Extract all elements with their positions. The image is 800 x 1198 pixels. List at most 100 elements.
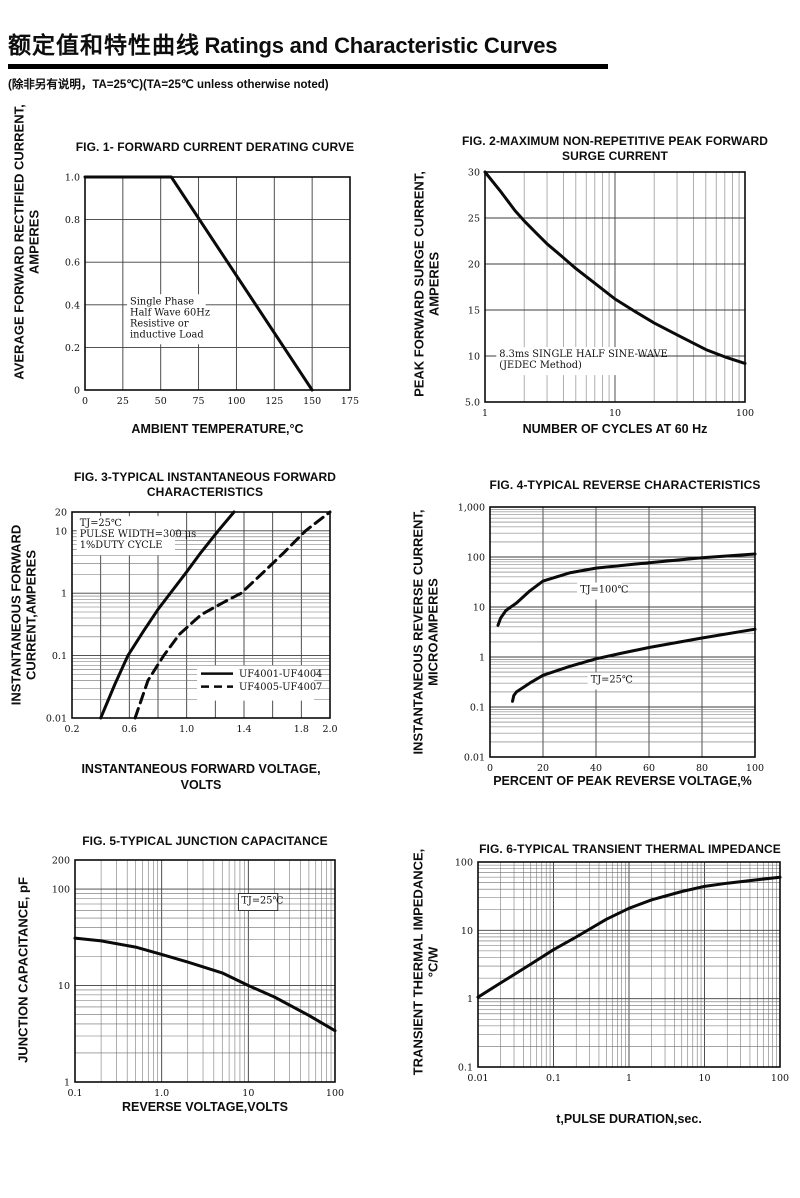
svg-text:1%DUTY CYCLE: 1%DUTY CYCLE [80,540,163,551]
svg-text:0: 0 [74,386,80,397]
svg-text:(JEDEC Method): (JEDEC Method) [499,360,582,371]
svg-text:0.2: 0.2 [64,724,79,735]
svg-text:5.0: 5.0 [465,398,480,409]
svg-text:1: 1 [61,589,67,600]
svg-text:20: 20 [537,763,549,774]
fig3-chart: 0.01 0.1 1 10 20 0.2 0.6 1.0 1.4 1.8 2.0 TJ=25℃PULS… [46,508,338,736]
svg-text:100: 100 [771,1073,789,1084]
charts-grid: FIG. 1- FORWARD CURRENT DERATING CURVE A… [0,92,800,1180]
svg-text:175: 175 [341,396,359,407]
svg-text:15: 15 [468,306,480,317]
svg-text:UF4001-UF4004: UF4001-UF4004 [239,669,322,680]
fig5-chart: 1 10 100 200 0.1 1.0 10 100 TJ=25℃ [52,856,344,1100]
svg-text:25: 25 [117,396,129,407]
svg-text:10: 10 [55,526,67,537]
svg-text:0.1: 0.1 [546,1073,561,1084]
svg-text:Resistive or: Resistive or [130,318,189,329]
svg-text:100: 100 [455,858,473,869]
fig3-title: FIG. 3-TYPICAL INSTANTANEOUS FORWARD CHA… [73,470,337,499]
svg-text:0.01: 0.01 [464,753,485,764]
svg-text:1: 1 [482,408,488,419]
svg-text:PULSE WIDTH=300 μs: PULSE WIDTH=300 μs [80,529,196,540]
fig5-panel: FIG. 5-TYPICAL JUNCTION CAPACITANCE JUNC… [0,822,400,1180]
fig4-chart: 0.01 0.1 1 10 100 1,000 0 20 40 60 80 100 TJ=100℃ TJ=… [458,503,764,775]
svg-text:0.1: 0.1 [67,1088,82,1099]
svg-text:75: 75 [193,396,205,407]
svg-text:100: 100 [326,1088,344,1099]
fig4-y-axis-label: INSTANTANEOUS REVERSE CURRENT, MICROAMPE… [410,509,440,755]
svg-text:125: 125 [265,396,283,407]
svg-text:150: 150 [303,396,321,407]
fig6-x-axis-label: t,PULSE DURATION,sec. [556,1112,702,1126]
fig1-x-axis-label: AMBIENT TEMPERATURE,°C [131,422,304,436]
fig4-title: FIG. 4-TYPICAL REVERSE CHARACTERISTICS [489,478,761,492]
fig1-y-axis-label: AVERAGE FORWARD RECTIFIED CURRENT, AMPER… [11,104,41,380]
page-title-chinese: 额定值和特性曲线 [8,32,200,58]
svg-text:0.01: 0.01 [46,714,67,725]
svg-text:10: 10 [242,1088,254,1099]
svg-text:Half Wave 60Hz: Half Wave 60Hz [130,307,210,318]
svg-text:0.2: 0.2 [65,343,80,354]
fig6-panel: FIG. 6-TYPICAL TRANSIENT THERMAL IMPEDAN… [400,822,800,1180]
fig2-panel: FIG. 2-MAXIMUM NON-REPETITIVE PEAK FORWA… [400,92,800,452]
fig5-title: FIG. 5-TYPICAL JUNCTION CAPACITANCE [82,834,328,848]
svg-text:Single Phase: Single Phase [130,296,194,307]
svg-text:1.0: 1.0 [65,173,80,184]
svg-text:1.8: 1.8 [294,724,309,735]
svg-text:1: 1 [626,1073,632,1084]
svg-text:TJ=25℃: TJ=25℃ [80,518,122,529]
page-title: 额定值和特性曲线 Ratings and Characteristic Curv… [8,26,608,69]
page-header: 额定值和特性曲线 Ratings and Characteristic Curv… [0,0,800,92]
svg-text:0.4: 0.4 [65,300,80,311]
svg-text:TJ=25℃: TJ=25℃ [591,675,633,686]
svg-text:0.1: 0.1 [470,703,485,714]
svg-text:100: 100 [227,396,245,407]
fig2-y-axis-label: PEAK FORWARD SURGE CURRENT, AMPERES [411,171,441,397]
svg-text:25: 25 [468,214,480,225]
svg-text:TJ=25℃: TJ=25℃ [241,896,283,907]
svg-text:0.1: 0.1 [458,1063,473,1074]
page-subtitle: (除非另有说明，TA=25℃)(TA=25℃ unless otherwise … [8,79,329,91]
fig3-panel: FIG. 3-TYPICAL INSTANTANEOUS FORWARD CHA… [0,452,400,822]
svg-text:inductive Load: inductive Load [130,329,204,340]
svg-text:10: 10 [473,603,485,614]
fig2-title: FIG. 2-MAXIMUM NON-REPETITIVE PEAK FORWA… [462,134,768,163]
fig3-x-axis-label: INSTANTANEOUS FORWARD VOLTAGE, VOLTS [81,762,321,792]
svg-text:UF4005-UF4007: UF4005-UF4007 [239,682,322,693]
svg-text:60: 60 [643,763,655,774]
svg-text:20: 20 [55,508,67,519]
svg-text:10: 10 [58,981,70,992]
fig5-x-axis-label: REVERSE VOLTAGE,VOLTS [122,1100,288,1114]
svg-text:100: 100 [467,553,485,564]
svg-text:1,000: 1,000 [458,503,485,514]
svg-text:0.01: 0.01 [467,1073,488,1084]
svg-text:100: 100 [52,885,70,896]
svg-text:80: 80 [696,763,708,774]
svg-text:2.0: 2.0 [322,724,337,735]
fig4-x-axis-label: PERCENT OF PEAK REVERSE VOLTAGE,% [493,774,752,788]
svg-text:100: 100 [746,763,764,774]
svg-text:0.6: 0.6 [122,724,137,735]
page-title-english: Ratings and Characteristic Curves [204,33,558,58]
svg-text:10: 10 [461,926,473,937]
svg-text:0.1: 0.1 [52,651,67,662]
svg-text:1.0: 1.0 [179,724,194,735]
svg-text:10: 10 [609,408,621,419]
svg-text:100: 100 [736,408,754,419]
svg-text:30: 30 [468,168,480,179]
fig5-y-axis-label: JUNCTION CAPACITANCE, pF [15,877,31,1063]
svg-text:1: 1 [479,653,485,664]
fig4-panel: FIG. 4-TYPICAL REVERSE CHARACTERISTICS I… [400,452,800,822]
svg-text:200: 200 [52,856,70,867]
svg-text:8.3ms SINGLE HALF SINE-WAVE: 8.3ms SINGLE HALF SINE-WAVE [499,349,667,360]
fig6-y-axis-label: TRANSIENT THERMAL IMPEDANCE, °C/W [410,848,440,1076]
fig1-panel: FIG. 1- FORWARD CURRENT DERATING CURVE A… [0,92,400,452]
svg-text:0: 0 [487,763,493,774]
svg-text:1: 1 [64,1078,70,1089]
svg-text:0.8: 0.8 [65,215,80,226]
svg-text:1.4: 1.4 [236,724,251,735]
fig2-chart: 5.0 10 15 20 25 30 1 10 100 8.3ms SINGLE HALF SIN… [465,168,754,420]
fig6-title: FIG. 6-TYPICAL TRANSIENT THERMAL IMPEDAN… [479,842,781,856]
